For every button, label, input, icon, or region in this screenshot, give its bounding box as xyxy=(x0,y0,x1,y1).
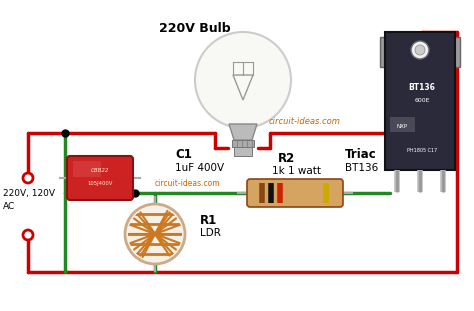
Text: Triac: Triac xyxy=(345,148,377,161)
Text: CBB22: CBB22 xyxy=(91,169,109,174)
Text: R1: R1 xyxy=(200,213,217,226)
Text: BT136: BT136 xyxy=(409,82,436,91)
Text: 1k 1 watt: 1k 1 watt xyxy=(272,166,321,176)
Circle shape xyxy=(23,173,33,183)
Polygon shape xyxy=(380,37,460,67)
Circle shape xyxy=(411,41,429,59)
Text: C1: C1 xyxy=(175,148,192,161)
Circle shape xyxy=(125,204,185,264)
FancyBboxPatch shape xyxy=(247,179,343,207)
Bar xyxy=(232,140,254,147)
Text: R2: R2 xyxy=(278,151,295,165)
Bar xyxy=(390,117,415,132)
Circle shape xyxy=(23,230,33,240)
Text: NXP: NXP xyxy=(396,124,408,129)
FancyBboxPatch shape xyxy=(67,156,133,200)
Text: BT136: BT136 xyxy=(345,163,378,173)
Text: 1uF 400V: 1uF 400V xyxy=(175,163,224,173)
Circle shape xyxy=(415,45,425,55)
Text: 220V Bulb: 220V Bulb xyxy=(159,21,231,35)
Bar xyxy=(234,147,252,156)
Text: circuit-ideas.com: circuit-ideas.com xyxy=(269,118,341,127)
Text: 220V, 120V
AC: 220V, 120V AC xyxy=(3,189,55,211)
Text: PH1805 C17: PH1805 C17 xyxy=(407,147,437,152)
Text: 105J400V: 105J400V xyxy=(87,180,113,185)
Text: circuit-ideas.com: circuit-ideas.com xyxy=(155,179,220,188)
Text: 600E: 600E xyxy=(414,98,430,103)
Polygon shape xyxy=(229,124,257,140)
Text: LDR: LDR xyxy=(200,228,221,238)
Circle shape xyxy=(195,32,291,128)
FancyBboxPatch shape xyxy=(73,161,101,177)
Bar xyxy=(385,32,455,170)
